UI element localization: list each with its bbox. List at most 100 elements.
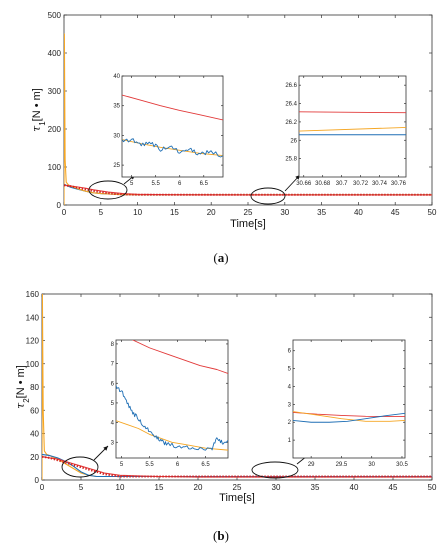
chart-b-ytick-label: 20 xyxy=(30,453,39,462)
chart-b-inset-1-axes: 5 5.5 6 6.5 3 4 5 6 7 8 xyxy=(111,339,229,468)
chart-a-zoom-ellipse xyxy=(88,180,128,200)
chart-b-xtick-label: 0 xyxy=(40,483,45,492)
chart-a-inset-2-ytick-label: 26 xyxy=(290,138,297,144)
chart-a-ytick-label: 0 xyxy=(57,201,62,210)
chart-b-inset-1-ytick-label: 6 xyxy=(111,381,115,387)
chart-a-inset-2-xtick-label: 30.7 xyxy=(336,181,348,187)
chart-b-xtick-label: 15 xyxy=(155,483,164,492)
chart-a-inset-2-xtick-label: 30.68 xyxy=(315,181,331,187)
chart-b-inset-2-axes: 29 29.5 30 30.5 1 2 3 4 5 6 xyxy=(288,339,408,468)
chart-b-xlabel: Time[s] xyxy=(219,492,255,504)
chart-a-zoom-ellipse xyxy=(250,187,286,205)
chart-a-inset-2-ytick-label: 25.8 xyxy=(285,157,297,163)
chart-a-panel-close: ) xyxy=(224,250,228,265)
chart-a-xtick-label: 5 xyxy=(99,208,104,217)
chart-a-inset-1-series-group xyxy=(122,94,223,158)
chart-a-inset-2-series-line xyxy=(299,126,406,132)
chart-b-inset-2-ytick-label: 5 xyxy=(288,367,292,373)
chart-a-xtick-label: 0 xyxy=(62,208,67,217)
chart-b-inset-2-series-group xyxy=(293,411,405,423)
chart-b-xtick-label: 5 xyxy=(79,483,84,492)
chart-a-ylabel: τ1[N • m] xyxy=(30,88,47,132)
chart-b-inset-1-series-line xyxy=(131,340,228,374)
chart-a-ytick-label: 500 xyxy=(48,11,62,20)
chart-b-ytick-label: 0 xyxy=(35,476,40,485)
chart-a-xtick-label: 45 xyxy=(391,208,400,217)
chart-b-inset-1-ytick-label: 5 xyxy=(111,401,115,407)
chart-a-inset-1-xtick-label: 5 xyxy=(130,181,134,187)
chart-b-inset-1-xtick-label: 6.5 xyxy=(201,462,210,468)
chart-a-inset-2-frame xyxy=(298,75,407,178)
chart-a-xtick-label: 40 xyxy=(354,208,363,217)
chart-a-xtick-label: 15 xyxy=(170,208,179,217)
chart-b-inset-1-ytick-label: 3 xyxy=(111,440,115,446)
chart-b-inset-1-series-line xyxy=(116,385,228,451)
chart-b-xtick-label: 25 xyxy=(233,483,242,492)
chart-a-ytick-label: 100 xyxy=(48,163,62,172)
chart-b-inset-2-ytick-label: 4 xyxy=(288,384,292,390)
chart-a-inset-1-ytick-label: 30 xyxy=(113,133,120,139)
chart-b-inset-1-series-group xyxy=(116,340,228,451)
chart-a-ytick-label: 400 xyxy=(48,49,62,58)
chart-b-series-line xyxy=(42,455,432,478)
chart-a-ylabel-subscript: 1 xyxy=(38,121,47,126)
chart-a-ylabel-symbol: τ xyxy=(30,125,43,132)
chart-b-inset-2-xtick-label: 30 xyxy=(368,462,375,468)
chart-a-inset-1-xtick-label: 6 xyxy=(178,181,182,187)
chart-b-inset-1-ytick-label: 8 xyxy=(111,342,115,348)
chart-a-inset-2-xtick-label: 30.74 xyxy=(372,181,388,187)
chart-b-inset-2-ytick-label: 2 xyxy=(288,420,292,426)
chart-a-inset-2-ytick-label: 26.6 xyxy=(285,83,297,89)
chart-b-xtick-label: 30 xyxy=(272,483,281,492)
chart-a-panel-label: (a) xyxy=(213,250,228,265)
chart-a-xtick-label: 10 xyxy=(133,208,142,217)
chart-b-ytick-label: 40 xyxy=(30,430,39,439)
chart-a-xtick-label: 50 xyxy=(428,208,437,217)
chart-b-inset-1-xtick-label: 5.5 xyxy=(145,462,154,468)
chart-a-inset-2-series-line xyxy=(299,111,406,114)
chart-a-panel-open: ( xyxy=(213,250,217,265)
chart-a-inset-2-xtick-label: 30.76 xyxy=(391,181,407,187)
chart-a-ytick-label: 200 xyxy=(48,125,62,134)
chart-b-inset-1-frame xyxy=(115,339,229,459)
chart-b-inset-2-ytick-label: 6 xyxy=(288,349,292,355)
chart-a-inset-2-axes: 30.66 30.68 30.7 30.72 30.74 30.76 25.8 26 26.2 2… xyxy=(285,75,407,187)
chart-a-xtick-label: 35 xyxy=(317,208,326,217)
chart-b-xtick-label: 35 xyxy=(311,483,320,492)
chart-b-xtick-label: 50 xyxy=(428,483,437,492)
chart-a-inset-2-ytick-label: 26.4 xyxy=(285,102,297,108)
chart-b-inset-2-xtick-label: 30.5 xyxy=(396,462,408,468)
chart-a-inset-1-axes: 5 5.5 6 6.5 25 30 35 40 xyxy=(113,74,224,187)
chart-b-zoom-ellipse xyxy=(251,461,299,479)
chart-a-inset-2-xtick-label: 30.72 xyxy=(353,181,369,187)
chart-b-ylabel-subscript: 2 xyxy=(22,398,31,403)
chart-b-xtick-label: 10 xyxy=(116,483,125,492)
chart-a-ylabel-unit: [N • m] xyxy=(31,88,43,121)
chart-b-ylabel-unit: [N • m] xyxy=(15,365,27,398)
chart-a-series-group xyxy=(64,33,432,205)
chart-a-inset-1-frame xyxy=(121,75,224,178)
chart-b-ytick-label: 100 xyxy=(26,360,40,369)
chart-b-ylabel-symbol: τ xyxy=(14,402,27,409)
chart-a-inset-1-ytick-label: 25 xyxy=(113,163,120,169)
chart-b-inset-2-frame xyxy=(292,339,406,459)
chart-b-zoom-arrowhead xyxy=(103,446,108,451)
chart-a-inset-1-xtick-label: 6.5 xyxy=(200,181,209,187)
chart-b-inset-2-series-line xyxy=(293,411,405,417)
chart-a-xtick-label: 20 xyxy=(207,208,216,217)
chart-b-ytick-label: 160 xyxy=(26,290,40,299)
chart-b-panel-close: ) xyxy=(225,528,229,543)
chart-a-panel-letter: a xyxy=(218,250,225,265)
chart-a-ytick-label: 300 xyxy=(48,87,62,96)
chart-b-xtick-label: 40 xyxy=(350,483,359,492)
chart-b-inset-2-ytick-label: 3 xyxy=(288,402,292,408)
chart-a-inset-2-xtick-label: 30.66 xyxy=(296,181,312,187)
chart-b-series-group xyxy=(42,294,432,480)
chart-a-inset-1-ytick-label: 35 xyxy=(113,104,120,110)
chart-b-inset-2-xtick-label: 29.5 xyxy=(336,462,348,468)
chart-b-inset-1-ytick-label: 4 xyxy=(111,421,115,427)
chart-b-ytick-label: 60 xyxy=(30,406,39,415)
chart-a-series-line xyxy=(64,184,432,196)
chart-a-inset-1-xtick-label: 5.5 xyxy=(151,181,160,187)
